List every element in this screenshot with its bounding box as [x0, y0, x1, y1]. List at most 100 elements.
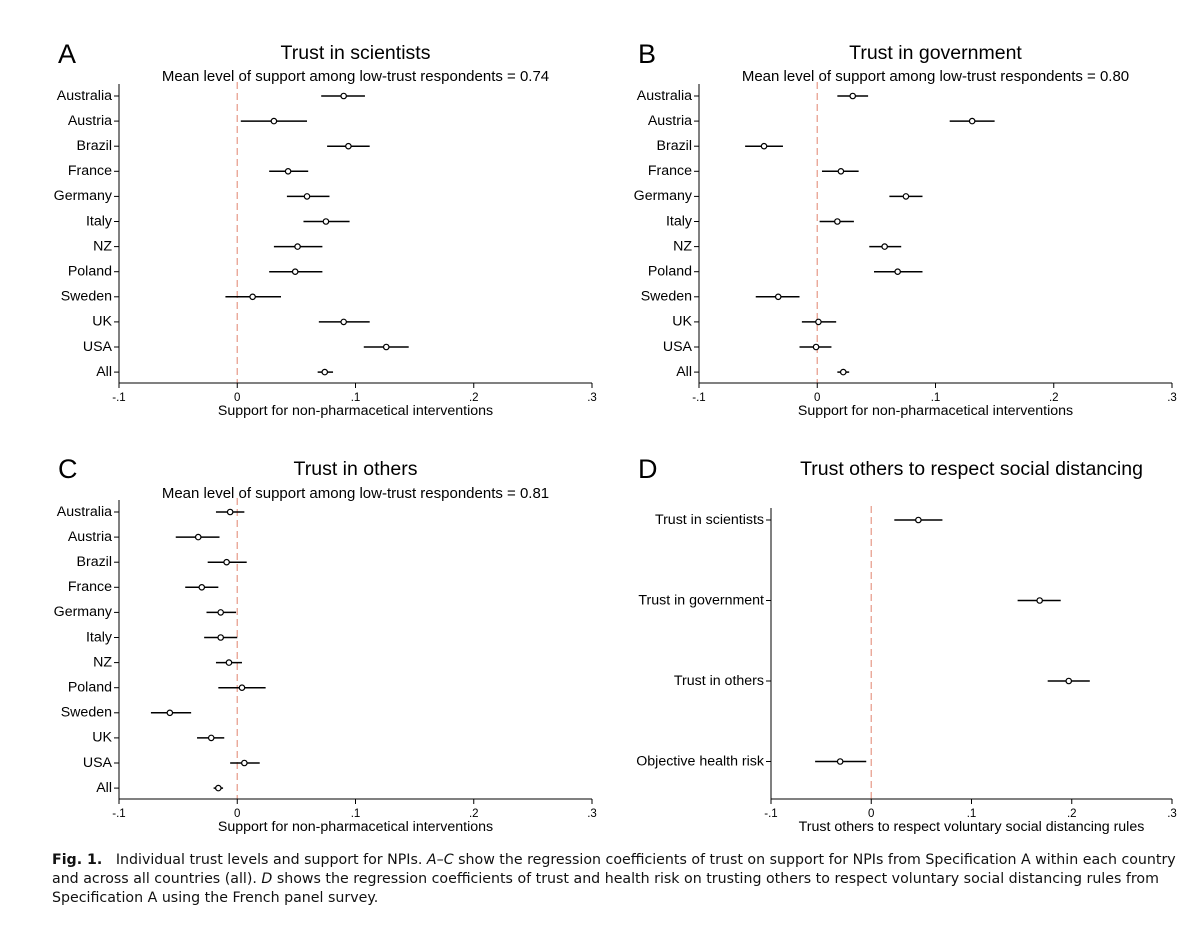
point-estimate — [303, 193, 311, 200]
x-axis-label: Support for non-pharmacetical interventi… — [218, 403, 493, 419]
y-tick-label: All — [96, 780, 112, 796]
y-tick-label: Trust in scientists — [655, 512, 764, 528]
x-tick-label: -.1 — [692, 392, 705, 404]
point-estimate — [839, 368, 847, 376]
point-estimate — [225, 659, 233, 666]
point-estimate — [226, 508, 234, 516]
x-tick-label: -.1 — [112, 808, 125, 820]
y-tick-label: Brazil — [77, 138, 112, 154]
x-tick-label: .3 — [1167, 392, 1177, 404]
panel-letter: A — [58, 39, 76, 69]
y-tick-label: Trust in government — [638, 592, 764, 608]
x-tick-label: 0 — [234, 392, 240, 404]
y-tick-label: UK — [92, 314, 112, 330]
y-tick-label: Austria — [68, 113, 112, 129]
x-tick-label: 0 — [814, 392, 820, 404]
x-tick-label: -.1 — [764, 808, 777, 820]
point-estimate — [1065, 677, 1073, 685]
y-tick-label: Poland — [68, 263, 112, 279]
panel-d: D Trust others to respect social distanci… — [636, 454, 1177, 835]
x-tick-label: .2 — [1049, 392, 1059, 404]
x-tick-label: 0 — [234, 808, 240, 820]
point-estimate — [881, 243, 888, 250]
y-tick-label: UK — [92, 730, 112, 746]
y-tick-label: Italy — [86, 213, 113, 229]
point-estimate — [774, 293, 782, 301]
y-tick-label: Australia — [57, 504, 112, 520]
y-tick-label: France — [68, 579, 112, 595]
y-tick-label: NZ — [93, 654, 112, 670]
y-tick-label: NZ — [93, 238, 112, 254]
point-estimate — [340, 318, 347, 326]
caption-label: Fig. 1. — [52, 852, 103, 868]
caption-ref-ac: A–C — [426, 852, 454, 868]
y-tick-label: Germany — [634, 188, 693, 204]
y-tick-label: Poland — [68, 679, 112, 695]
point-estimate — [760, 142, 768, 150]
y-tick-label: USA — [83, 755, 113, 771]
point-estimate — [915, 516, 922, 524]
chart-subtitle: Mean level of support among low-trust re… — [742, 68, 1129, 85]
point-estimate — [294, 243, 301, 250]
chart-title: Trust in others — [294, 458, 418, 480]
point-estimate — [270, 117, 278, 125]
x-tick-label: .3 — [587, 392, 597, 404]
y-tick-label: NZ — [673, 238, 692, 254]
figure-caption: Fig. 1. Individual trust levels and supp… — [52, 851, 1182, 908]
caption-text-1: Individual trust levels and support for … — [115, 852, 427, 868]
panel-letter: D — [638, 454, 658, 484]
point-estimate — [217, 634, 224, 641]
y-tick-label: Brazil — [657, 138, 692, 154]
point-estimate — [194, 533, 202, 541]
point-estimate — [215, 784, 222, 792]
y-tick-label: USA — [83, 339, 113, 355]
point-estimate — [322, 218, 330, 225]
point-estimate — [902, 193, 910, 200]
y-tick-label: France — [68, 163, 112, 179]
chart-subtitle: Mean level of support among low-trust re… — [162, 68, 549, 85]
point-estimate — [815, 318, 822, 326]
x-axis-label: Trust others to respect voluntary social… — [799, 819, 1145, 835]
panel-letter: B — [638, 39, 656, 69]
y-tick-label: Brazil — [77, 554, 112, 570]
point-estimate — [894, 268, 901, 276]
x-tick-label: .1 — [931, 392, 941, 404]
point-estimate — [166, 709, 174, 717]
point-estimate — [241, 759, 248, 767]
y-tick-label: USA — [663, 339, 693, 355]
y-tick-label: Austria — [68, 529, 112, 545]
x-tick-label: 0 — [868, 808, 874, 820]
panel-letter: C — [58, 454, 78, 484]
point-estimate — [837, 168, 845, 175]
caption-text-2: show the regression coefficients of trus… — [52, 852, 1176, 887]
point-estimate — [345, 142, 352, 150]
y-tick-label: All — [676, 364, 692, 380]
y-tick-label: France — [648, 163, 692, 179]
x-axis-label: Support for non-pharmacetical interventi… — [218, 819, 493, 835]
point-estimate — [284, 168, 292, 175]
panel-c: C Trust in others Mean level of support am… — [54, 454, 597, 835]
point-estimate — [207, 734, 215, 742]
point-estimate — [249, 293, 256, 301]
point-estimate — [834, 218, 841, 225]
point-estimate — [340, 92, 347, 100]
point-estimate — [968, 117, 976, 125]
chart-subtitle: Mean level of support among low-trust re… — [162, 485, 549, 502]
point-estimate — [1036, 597, 1043, 604]
panel-b: B Trust in government Mean level of suppor… — [634, 39, 1177, 419]
point-estimate — [198, 583, 206, 591]
point-estimate — [812, 343, 820, 351]
y-tick-label: Italy — [86, 629, 113, 645]
y-tick-label: Sweden — [61, 289, 112, 305]
point-estimate — [217, 609, 224, 616]
y-tick-label: Sweden — [641, 289, 692, 305]
y-tick-label: Trust in others — [674, 673, 764, 689]
point-estimate — [238, 684, 246, 692]
panel-a: A Trust in scientists Mean level of suppor… — [54, 39, 597, 419]
point-estimate — [836, 758, 844, 765]
x-tick-label: .1 — [351, 808, 361, 820]
chart-title: Trust in scientists — [281, 42, 431, 64]
x-axis-label: Support for non-pharmacetical interventi… — [798, 403, 1073, 419]
y-tick-label: Poland — [648, 263, 692, 279]
y-tick-label: Sweden — [61, 705, 112, 721]
